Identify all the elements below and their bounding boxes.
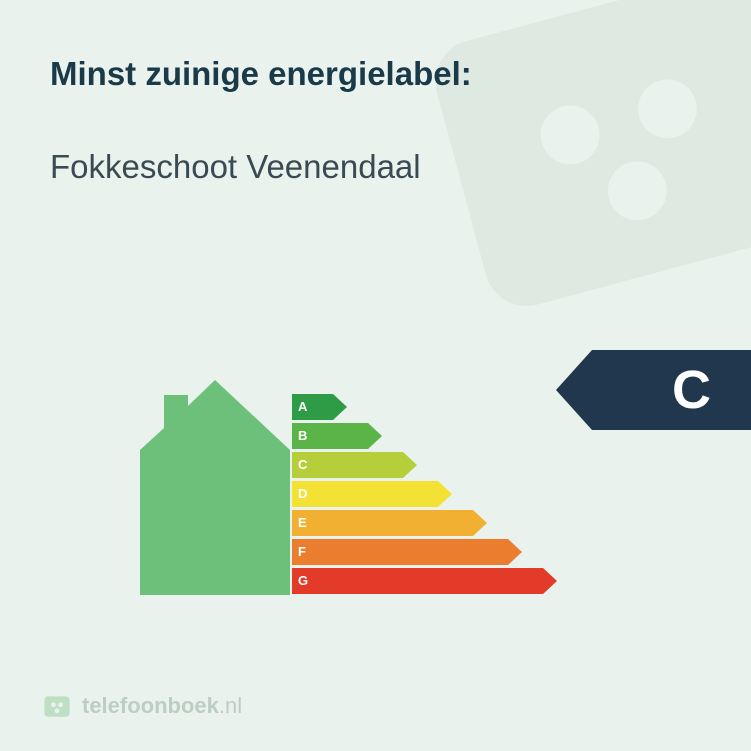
footer: telefoonboek.nl (42, 691, 242, 721)
energy-bar-label: A (298, 394, 307, 420)
rating-letter: C (672, 352, 711, 432)
energy-bar-label: G (298, 568, 308, 594)
footer-brand-name: telefoonboek (82, 693, 219, 718)
energy-label-chart: ABCDEFG (140, 380, 600, 610)
footer-tld: .nl (219, 693, 242, 718)
location-name: Fokkeschoot Veenendaal (50, 148, 701, 186)
energy-bar-label: C (298, 452, 307, 478)
footer-logo-icon (42, 691, 72, 721)
page-title: Minst zuinige energielabel: (50, 55, 701, 93)
footer-brand: telefoonboek.nl (82, 693, 242, 719)
energy-bar-label: E (298, 510, 307, 536)
house-icon (140, 380, 290, 595)
energy-bar-label: D (298, 481, 307, 507)
energy-bar-label: B (298, 423, 307, 449)
rating-badge (556, 350, 751, 430)
energy-bar-label: F (298, 539, 306, 565)
